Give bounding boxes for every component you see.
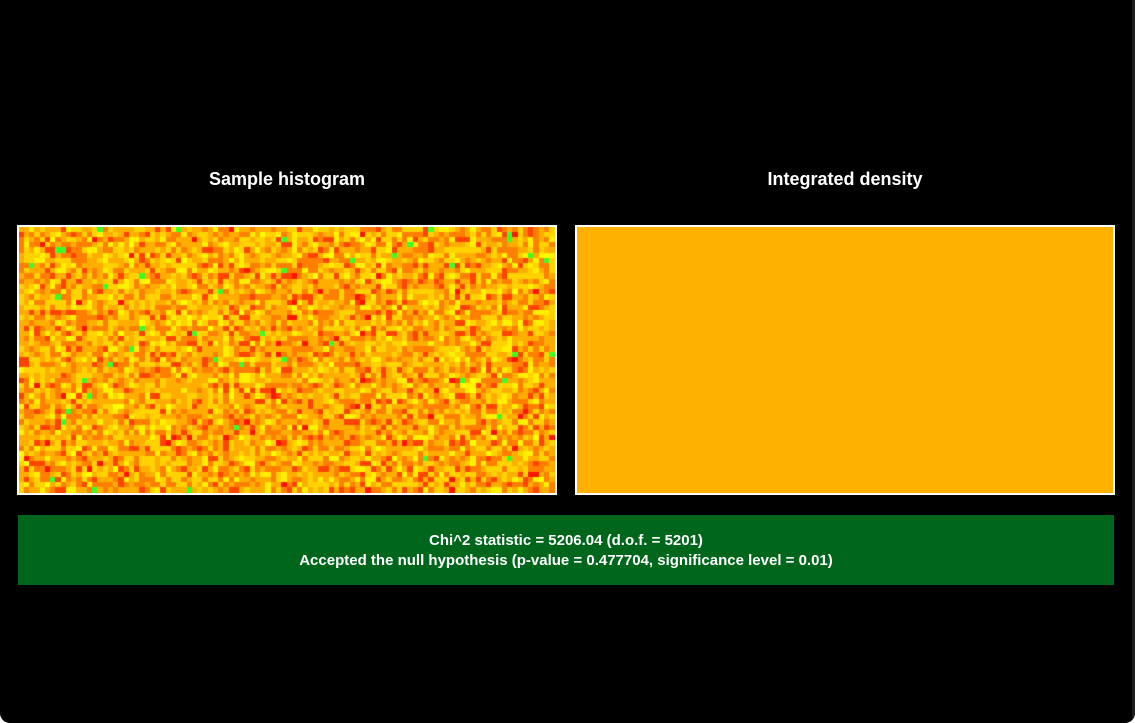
window-edge [1132,0,1135,723]
chi-square-statistic-text: Chi^2 statistic = 5206.04 (d.o.f. = 5201… [429,532,703,549]
integrated-density-title: Integrated density [767,169,923,189]
integrated-density-plot [575,225,1115,495]
hypothesis-result-text: Accepted the null hypothesis (p-value = … [299,552,833,569]
sample-histogram-plot [17,225,557,495]
sample-histogram-heatmap [19,227,555,493]
test-result-banner: Chi^2 statistic = 5206.04 (d.o.f. = 5201… [18,515,1114,585]
sample-histogram-title: Sample histogram [208,169,366,189]
